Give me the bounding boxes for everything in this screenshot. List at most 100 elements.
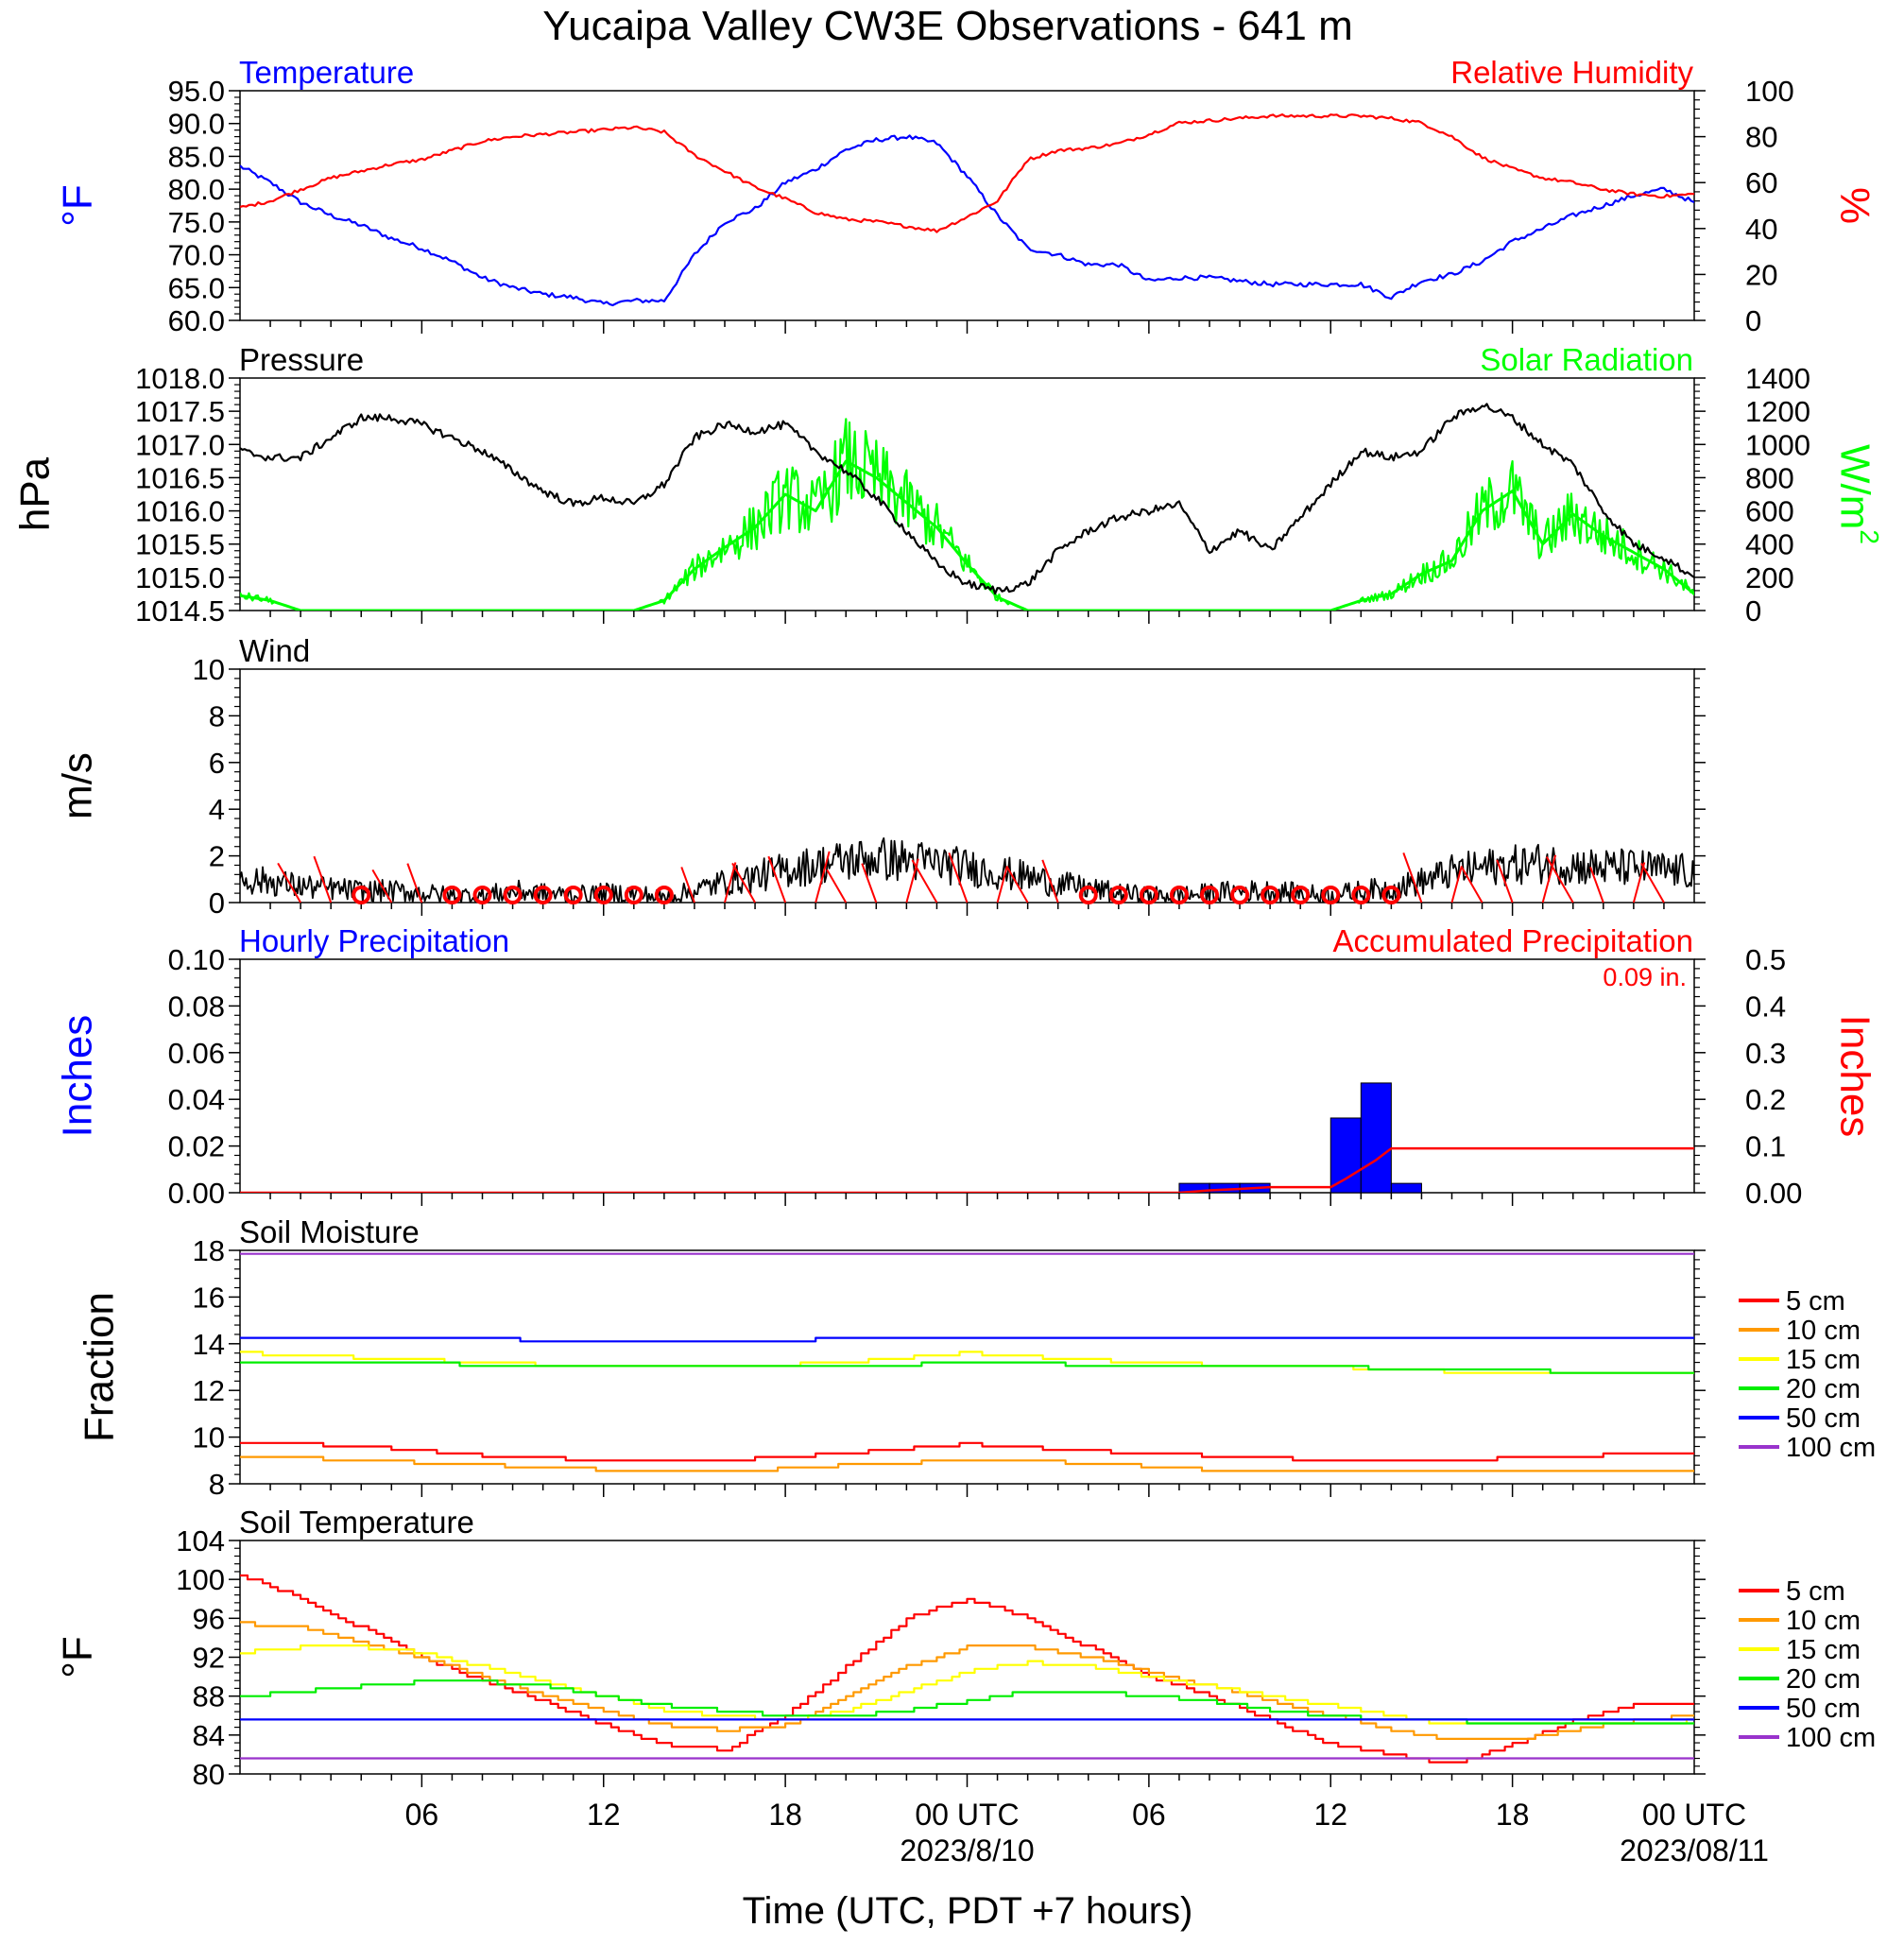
hourly-precip-bar xyxy=(1329,1117,1362,1193)
panel-precip: 0.10 0.08 0.06 0.04 0.02 0.00 0.5 0.4 0.3 0.2 0.1 0… xyxy=(55,923,1878,1210)
x-tick-label: 00 UTC xyxy=(1642,1798,1746,1832)
y-axis-label-left: °F xyxy=(55,184,101,226)
y-tick-label-right: 40 xyxy=(1745,213,1777,246)
wind-barb xyxy=(996,866,1008,904)
wind-barb xyxy=(1496,859,1514,904)
x-tick-label: 00 UTC xyxy=(915,1798,1019,1832)
depth-line xyxy=(240,1455,1694,1472)
y-tick-label-right: 200 xyxy=(1745,561,1794,594)
legend-label: 20 cm xyxy=(1786,1664,1861,1695)
wind-calm-marker xyxy=(1230,886,1250,904)
panel-title-left: Hourly Precipitation xyxy=(239,923,509,958)
legend-label: 10 cm xyxy=(1786,1316,1861,1346)
panel-frame xyxy=(239,90,1695,321)
panel-data xyxy=(240,403,1694,611)
x-tick-label: 18 xyxy=(1496,1798,1530,1832)
wind-calm-marker xyxy=(1108,886,1128,904)
wind-barb xyxy=(731,862,756,904)
wind-barb xyxy=(724,862,737,904)
y-tick-label-left: 100 xyxy=(176,1563,225,1596)
pressure-line xyxy=(240,403,1694,595)
wind-barb xyxy=(406,863,423,904)
y-tick-label-left: 1018.0 xyxy=(135,362,225,395)
panels: 95.090.085.080.075.070.065.060.010080604… xyxy=(12,55,1884,1791)
wind-barb xyxy=(1460,866,1484,904)
wind-calm-marker xyxy=(472,886,492,904)
x-axis-title: Time (UTC, PDT +7 hours) xyxy=(743,1890,1193,1932)
wind-barb xyxy=(313,855,333,904)
panel-temp-rh: 95.090.085.080.075.070.065.060.0 100 80 60 4… xyxy=(55,55,1878,337)
wind-barb xyxy=(1589,867,1604,904)
y-tick-label-left: 95.0 xyxy=(168,75,225,108)
legend-label: 50 cm xyxy=(1786,1694,1861,1724)
y-tick-label-right: 20 xyxy=(1745,258,1777,291)
panel-title-left: Soil Temperature xyxy=(239,1505,474,1540)
y-axis-label-left: °F xyxy=(55,1636,101,1678)
y-axis-label-left: Inches xyxy=(55,1015,101,1138)
y-tick-label-left: 10 xyxy=(193,653,225,686)
panel-title-right: Relative Humidity xyxy=(1450,55,1693,90)
humidity-line xyxy=(240,113,1694,233)
y-tick-label-right: 1000 xyxy=(1745,428,1810,461)
wind-barb xyxy=(1450,866,1463,904)
wind-barb xyxy=(861,863,878,904)
panel-title-right: Accumulated Precipitation xyxy=(1332,923,1693,958)
y-tick-label-left: 0.10 xyxy=(168,943,225,976)
y-tick-label-right: 800 xyxy=(1745,461,1794,494)
y-tick-label-left: 18 xyxy=(193,1234,225,1267)
wind-barb xyxy=(911,859,938,904)
y-tick-label-left: 1015.5 xyxy=(135,528,225,561)
panel-data xyxy=(240,1082,1694,1193)
wind-calm-marker xyxy=(1169,886,1189,904)
legend-label: 50 cm xyxy=(1786,1403,1861,1434)
wind-barb xyxy=(948,852,969,904)
y-tick-label-left: 16 xyxy=(193,1281,225,1314)
panel-data xyxy=(240,113,1694,307)
legend-label: 15 cm xyxy=(1786,1345,1861,1375)
wind-barb xyxy=(1541,854,1557,904)
y-tick-label-right: 0.00 xyxy=(1745,1177,1802,1210)
y-tick-label-right: 60 xyxy=(1745,166,1777,199)
y-tick-label-left: 1017.5 xyxy=(135,395,225,428)
depth-line xyxy=(240,1361,1694,1374)
y-tick-label-left: 90.0 xyxy=(168,108,225,141)
wind-calm-marker xyxy=(593,886,613,904)
wind-calm-marker xyxy=(1078,886,1098,904)
y-tick-label-left: 0.04 xyxy=(168,1083,225,1116)
y-tick-label-right: 0.1 xyxy=(1745,1130,1786,1163)
wind-barb xyxy=(1640,862,1665,904)
depth-line xyxy=(240,1621,1694,1740)
wind-barb xyxy=(1545,856,1574,904)
y-tick-label-left: 1014.5 xyxy=(135,594,225,628)
y-tick-label-left: 14 xyxy=(193,1328,225,1361)
legend-label: 20 cm xyxy=(1786,1374,1861,1404)
x-tick-label: 12 xyxy=(1313,1798,1347,1832)
wind-calm-marker xyxy=(563,886,583,904)
y-tick-label-left: 0 xyxy=(209,886,225,920)
wind-calm-marker xyxy=(1261,886,1280,904)
wind-calm-marker xyxy=(352,886,371,904)
wind-calm-marker xyxy=(624,886,643,904)
wind-calm-marker xyxy=(1351,886,1371,904)
y-tick-label-left: 80.0 xyxy=(168,173,225,206)
y-tick-label-left: 88 xyxy=(193,1680,225,1713)
y-tick-label-right: 400 xyxy=(1745,528,1794,561)
wind-barb xyxy=(815,851,831,904)
y-tick-label-right: 0 xyxy=(1745,304,1761,337)
y-axis-label-left: Fraction xyxy=(77,1292,123,1442)
y-tick-label-left: 2 xyxy=(209,840,225,873)
depth-line xyxy=(240,1644,1694,1725)
x-date-label: 2023/08/11 xyxy=(1620,1833,1769,1868)
y-tick-label-left: 70.0 xyxy=(168,239,225,272)
depth-line xyxy=(240,1679,1694,1725)
x-tick-label: 06 xyxy=(1132,1798,1166,1832)
wind-calm-marker xyxy=(503,886,523,904)
y-tick-label-left: 60.0 xyxy=(168,304,225,337)
y-axis-label-right: % xyxy=(1831,187,1878,224)
accumulated-precip-line xyxy=(240,1146,1694,1193)
hourly-precip-bar xyxy=(1360,1082,1392,1193)
